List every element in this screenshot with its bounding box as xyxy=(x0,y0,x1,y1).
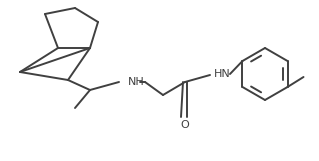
Text: NH: NH xyxy=(128,77,145,87)
Text: O: O xyxy=(181,120,189,130)
Text: HN: HN xyxy=(214,69,231,79)
